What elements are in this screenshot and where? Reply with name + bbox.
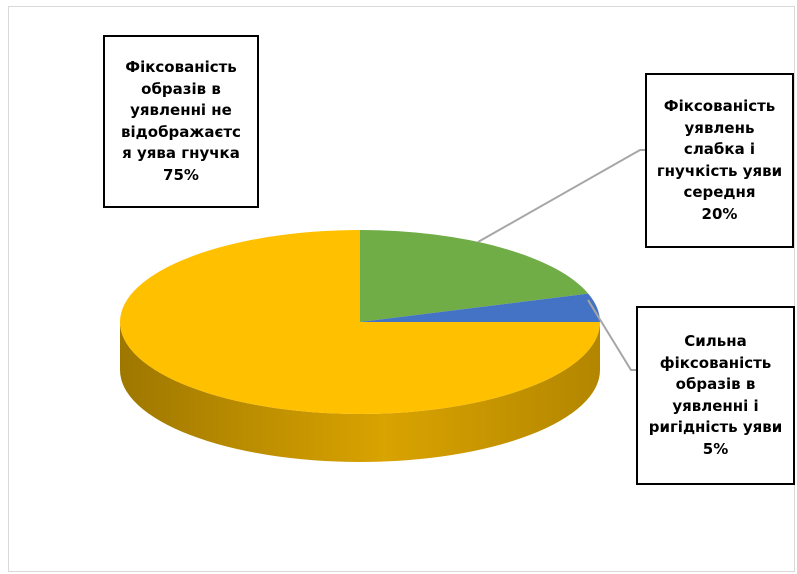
data-label-line: Фіксованість xyxy=(125,58,237,76)
data-label-value: 75% xyxy=(163,165,199,184)
data-label-line: ригідність уяви xyxy=(648,418,783,436)
data-label-line: уявленні не xyxy=(130,101,232,119)
data-label-line: образів в xyxy=(141,79,221,98)
data-label-line: відображаєтс xyxy=(121,122,241,141)
leader-line-1 xyxy=(477,149,645,243)
data-label-line: фіксованість xyxy=(659,353,772,372)
data-label-line: середня xyxy=(683,183,756,201)
data-label-value: 20% xyxy=(701,204,738,223)
data-label-box: Фіксованість уявлень слабка і гнучкість … xyxy=(645,73,794,248)
pie-side-0 xyxy=(120,322,600,462)
pie-slice-1 xyxy=(360,230,589,322)
data-label-line: Сильна xyxy=(684,332,747,350)
data-label-line: слабка і xyxy=(683,140,756,158)
leader-line-2 xyxy=(587,299,636,371)
data-label-line: уявлень xyxy=(684,118,755,137)
data-label-value: 5% xyxy=(702,439,729,458)
data-label-line: уявленні і xyxy=(672,396,759,415)
data-label-line: я уява гнучка xyxy=(122,144,240,162)
data-label-line: образів в xyxy=(675,375,756,393)
pie-slice-0 xyxy=(120,230,600,414)
pie-slice-2 xyxy=(360,293,600,322)
data-label-box: Сильна фіксованість образів в уявленні і… xyxy=(636,306,795,485)
data-label-line: Фіксованість xyxy=(663,97,776,115)
data-label-box: Фіксованість образів в уявленні не відоб… xyxy=(103,35,259,208)
data-label-line: гнучкість уяви xyxy=(656,161,783,180)
